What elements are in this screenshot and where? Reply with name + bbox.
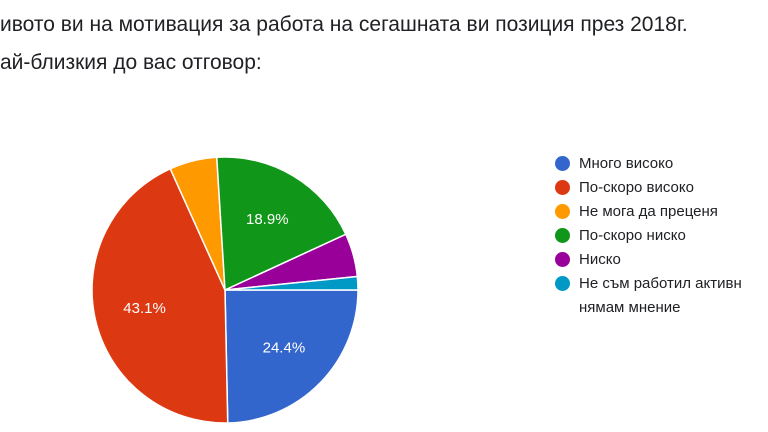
- pie-slice-label-1: 24.4%: [263, 340, 306, 357]
- legend-item-3[interactable]: Не мога да преценя: [555, 200, 768, 224]
- legend-item-4[interactable]: По-скоро ниско: [555, 224, 768, 248]
- pie-slice-1[interactable]: [224, 289, 359, 424]
- legend-label-2: По-скоро високо: [579, 179, 694, 196]
- legend-label-1: Много високо: [579, 155, 674, 172]
- question-line-1: ивото ви на мотивация за работа на сегаш…: [0, 13, 688, 36]
- legend-item-6[interactable]: Не съм работил активн нямам мнение: [555, 272, 768, 320]
- legend-swatch-6: [555, 276, 570, 291]
- chart-legend: Много високо По-скоро високо Не мога да пр…: [555, 152, 768, 320]
- pie-slice-6[interactable]: [224, 275, 359, 291]
- question-line-2: ай-близкия до вас отговор:: [0, 51, 262, 74]
- question-text: ивото ви на мотивация за работа на сегаш…: [0, 6, 768, 82]
- legend-item-2[interactable]: По-скоро високо: [555, 176, 768, 200]
- legend-label-5: Ниско: [579, 251, 621, 268]
- legend-swatch-4: [555, 228, 570, 243]
- pie-slice-label-4: 18.9%: [246, 211, 289, 228]
- pie-slice-2[interactable]: [91, 167, 229, 424]
- pie-slice-4[interactable]: [215, 156, 347, 292]
- pie-slice-label-2: 43.1%: [123, 300, 166, 317]
- legend-label-6: Не съм работил активн нямам мнение: [579, 275, 742, 316]
- legend-swatch-1: [555, 156, 570, 171]
- legend-swatch-5: [555, 252, 570, 267]
- legend-swatch-2: [555, 180, 570, 195]
- legend-label-4: По-скоро ниско: [579, 227, 686, 244]
- legend-swatch-3: [555, 204, 570, 219]
- pie-chart: 24.4% 43.1% 18.9%: [91, 156, 359, 424]
- legend-item-1[interactable]: Много високо: [555, 152, 768, 176]
- legend-item-5[interactable]: Ниско: [555, 248, 768, 272]
- legend-label-3: Не мога да преценя: [579, 203, 718, 220]
